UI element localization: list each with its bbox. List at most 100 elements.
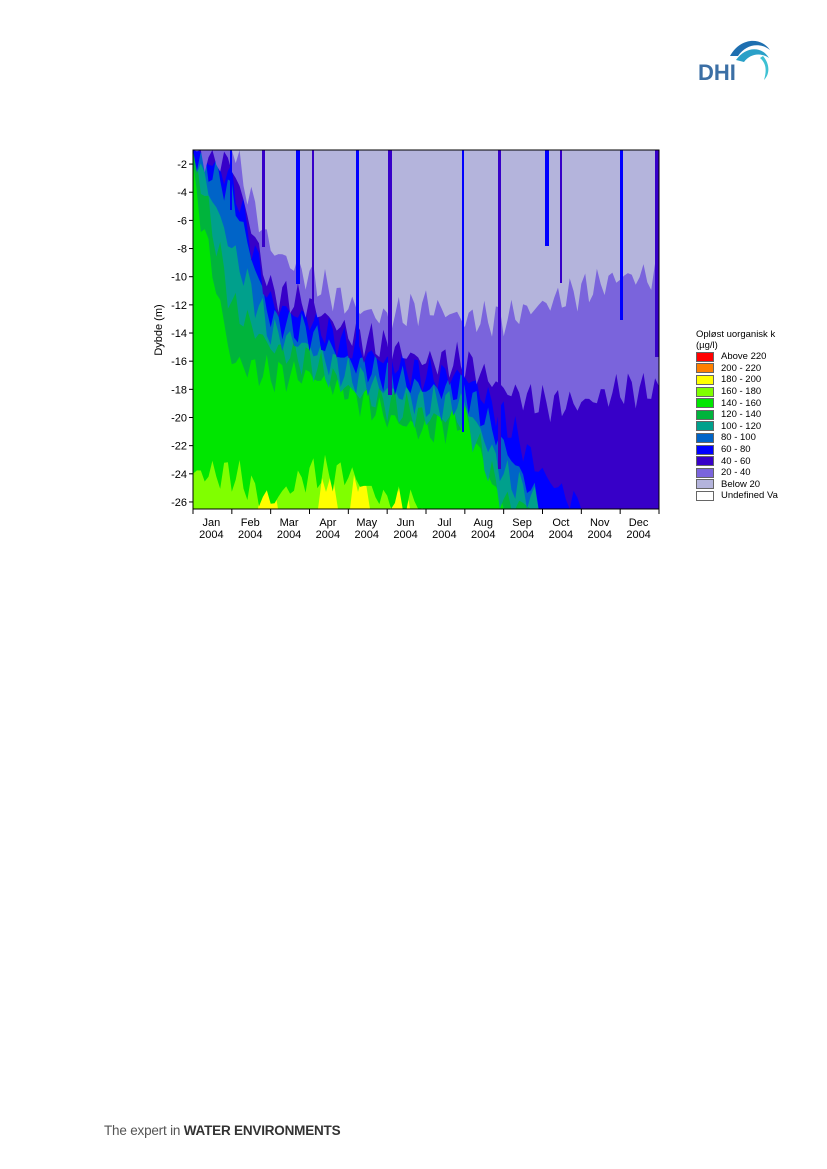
legend-label: Below 20 — [721, 478, 761, 490]
footer-tagline: The expert in WATER ENVIRONMENTS — [104, 1123, 341, 1138]
y-tick-label: -16 — [171, 356, 187, 368]
streak — [498, 150, 501, 469]
y-tick-label: -26 — [171, 497, 187, 509]
legend-label: 120 - 140 — [721, 409, 762, 421]
streak — [545, 150, 549, 246]
x-tick-label-month: Oct — [552, 517, 569, 529]
streak — [296, 150, 300, 284]
x-tick-label-month: Apr — [319, 517, 336, 529]
legend-title-line-2: (µg/l) — [696, 340, 718, 351]
legend-label: Above 220 — [721, 351, 767, 363]
legend-entry: 120 - 140 — [696, 409, 782, 421]
x-tick-label-month: Sep — [512, 517, 532, 529]
footer-emphasis: WATER ENVIRONMENTS — [183, 1123, 341, 1138]
legend-entry: 80 - 100 — [696, 432, 782, 444]
legend-swatch — [696, 386, 714, 397]
x-tick-label-month: Jan — [203, 517, 221, 529]
legend-swatch — [696, 444, 714, 455]
legend-swatch — [696, 432, 714, 443]
dhi-logo: DHI — [698, 40, 770, 84]
y-tick-label: -2 — [177, 159, 187, 171]
streak — [312, 150, 314, 321]
y-tick-label: -20 — [171, 412, 187, 424]
logo-wave-dark — [730, 40, 770, 56]
y-tick-label: -14 — [171, 328, 187, 340]
legend-swatch — [696, 398, 714, 409]
y-tick-label: -6 — [177, 215, 187, 227]
x-tick-label-month: Mar — [280, 517, 299, 529]
x-tick-label-month: Nov — [590, 517, 610, 529]
logo-wave-mid — [736, 49, 769, 62]
layer-below-20 — [193, 150, 659, 337]
x-tick-label-year: 2004 — [355, 529, 379, 541]
x-tick-label-year: 2004 — [238, 529, 262, 541]
legend-label: 60 - 80 — [721, 444, 751, 456]
x-tick-label-month: May — [356, 517, 377, 529]
legend-entry: Above 220 — [696, 351, 782, 363]
x-tick-label-year: 2004 — [277, 529, 301, 541]
y-tick-label: -18 — [171, 384, 187, 396]
streak — [262, 150, 265, 247]
legend-swatch — [696, 479, 714, 490]
x-tick-label-year: 2004 — [549, 529, 573, 541]
streak — [388, 150, 392, 395]
x-tick-label-month: Jul — [437, 517, 451, 529]
legend-label: Undefined Va — [721, 490, 778, 502]
x-tick-label-year: 2004 — [199, 529, 223, 541]
x-tick-label-year: 2004 — [393, 529, 417, 541]
legend-label: 80 - 100 — [721, 432, 756, 444]
legend-entry: 140 - 160 — [696, 397, 782, 409]
x-tick-label-year: 2004 — [588, 529, 612, 541]
vertical-streaks — [230, 150, 659, 469]
legend-entries: Above 220 200 - 220 180 - 200 160 - 180 140 … — [696, 351, 782, 502]
x-tick-label-year: 2004 — [626, 529, 650, 541]
x-axis: Jan2004Feb2004Mar2004Apr2004May2004Jun20… — [192, 509, 660, 541]
x-tick-label-month: Jun — [397, 517, 415, 529]
legend-swatch — [696, 363, 714, 374]
streak — [655, 150, 659, 357]
legend-swatch — [696, 409, 714, 420]
legend-title-line-1: Opløst uorganisk k — [696, 329, 776, 340]
x-tick-label-month: Feb — [241, 517, 260, 529]
footer-prefix: The expert in — [104, 1123, 184, 1138]
legend-entry: 180 - 200 — [696, 374, 782, 386]
legend-label: 200 - 220 — [721, 362, 762, 374]
y-tick-label: -4 — [177, 187, 187, 199]
legend-swatch — [696, 456, 714, 467]
legend-label: 40 - 60 — [721, 455, 751, 467]
logo-wave-light — [760, 56, 769, 80]
legend-swatch — [696, 351, 714, 362]
x-tick-label-year: 2004 — [510, 529, 534, 541]
legend-entry: Undefined Va — [696, 490, 782, 502]
legend-entry: 100 - 120 — [696, 421, 782, 433]
logo-text: DHI — [698, 60, 736, 84]
legend-swatch — [696, 467, 714, 478]
plot-layers — [193, 150, 659, 509]
x-tick-label-month: Aug — [473, 517, 493, 529]
legend-label: 180 - 200 — [721, 374, 762, 386]
y-tick-label: -22 — [171, 441, 187, 453]
heatmap-chart: -2-4-6-8-10-12-14-16-18-20-22-24-26 Jan2… — [153, 149, 660, 541]
legend-label: 20 - 40 — [721, 467, 751, 479]
legend-swatch — [696, 490, 714, 501]
streak — [620, 150, 623, 320]
streak — [462, 150, 464, 432]
legend-label: 140 - 160 — [721, 397, 762, 409]
y-tick-label: -8 — [177, 244, 187, 256]
streak — [560, 150, 562, 283]
legend: Opløst uorganisk k (µg/l) Above 220 200 -… — [696, 329, 782, 502]
legend-label: 100 - 120 — [721, 420, 762, 432]
x-tick-label-month: Dec — [629, 517, 649, 529]
streak — [230, 150, 232, 210]
legend-entry: 40 - 60 — [696, 455, 782, 467]
legend-entry: 60 - 80 — [696, 444, 782, 456]
y-axis: -2 -4 -6 -8 -10 -12 -14 -16 -18 -20 -22 -24 -26 — [171, 159, 193, 509]
x-tick-label-year: 2004 — [432, 529, 456, 541]
legend-entry: 200 - 220 — [696, 363, 782, 375]
y-tick-label: -12 — [171, 300, 187, 312]
legend-entry: Below 20 — [696, 479, 782, 491]
legend-entry: 20 - 40 — [696, 467, 782, 479]
y-axis-label: Dybde (m) — [153, 304, 165, 355]
y-tick-label: -24 — [171, 469, 187, 481]
x-tick-label-year: 2004 — [316, 529, 340, 541]
